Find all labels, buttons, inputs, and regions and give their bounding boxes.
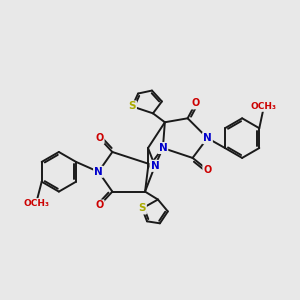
Text: N: N: [94, 167, 103, 177]
Text: OCH₃: OCH₃: [23, 199, 49, 208]
Text: N: N: [158, 143, 167, 153]
Text: OCH₃: OCH₃: [251, 102, 277, 111]
Text: N: N: [203, 133, 212, 143]
Text: S: S: [138, 203, 146, 214]
Text: O: O: [203, 165, 211, 175]
Text: O: O: [95, 200, 104, 211]
Text: S: S: [128, 101, 136, 111]
Text: O: O: [191, 98, 200, 108]
Text: N: N: [151, 161, 159, 171]
Text: O: O: [95, 133, 104, 143]
